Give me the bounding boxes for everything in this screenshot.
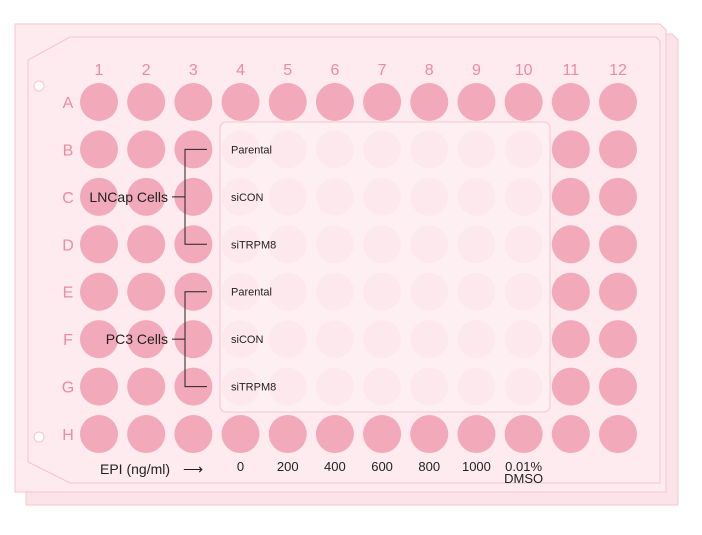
well-B1 <box>80 130 118 169</box>
row-label: G <box>62 380 74 397</box>
column-label: 3 <box>189 62 198 79</box>
row-label: B <box>63 142 74 159</box>
condition-label: siTRPM8 <box>231 239 276 251</box>
row-label: C <box>62 190 74 207</box>
well-F11 <box>551 320 590 359</box>
column-labels: 1 2 3 4 5 6 7 8 9 10 11 12 <box>95 62 627 79</box>
condition-labels: Parental siCON siTRPM8 Parental siCON siTRPM8 <box>231 144 276 393</box>
well-B11 <box>551 130 590 169</box>
well-C1 <box>80 177 118 216</box>
well-H9 <box>457 415 496 454</box>
well-G12 <box>598 367 637 406</box>
dose-label: 400 <box>324 459 346 474</box>
well-A10 <box>504 83 543 121</box>
dose-label: 0.01% DMSO <box>504 459 543 486</box>
well-A1 <box>80 83 118 121</box>
well-A2 <box>127 83 166 121</box>
well-H4 <box>221 415 260 454</box>
treatment-region-overlay <box>219 121 551 413</box>
row-label: D <box>62 237 74 254</box>
circle-icon <box>33 80 45 92</box>
well-F2 <box>127 320 166 359</box>
well-D12 <box>598 225 637 264</box>
well-F1 <box>80 320 118 359</box>
plate-inner-frame <box>27 36 661 484</box>
row-label: F <box>63 332 73 349</box>
column-label: 9 <box>472 62 481 79</box>
well-E11 <box>551 272 590 311</box>
group-label: LNCap Cells <box>89 189 168 205</box>
well-E1 <box>80 272 118 311</box>
column-label: 7 <box>378 62 387 79</box>
well-E12 <box>598 272 637 311</box>
well-C11 <box>551 177 590 216</box>
condition-label: siCON <box>231 334 263 346</box>
dose-label: 1000 <box>462 459 491 474</box>
circle-icon <box>33 431 45 443</box>
well-A6 <box>315 83 354 121</box>
well-A7 <box>363 83 402 121</box>
well-A9 <box>457 83 496 121</box>
well-F12 <box>598 320 637 359</box>
well-G1 <box>80 367 118 406</box>
well-B2 <box>127 130 166 169</box>
condition-label: siCON <box>231 192 263 204</box>
arrow-right-icon: ⟶ <box>183 461 203 477</box>
well-H7 <box>363 415 402 454</box>
column-label: 5 <box>283 62 292 79</box>
column-label: 4 <box>236 62 245 79</box>
well-E2 <box>127 272 166 311</box>
well-C12 <box>598 177 637 216</box>
well-C3 <box>174 177 213 216</box>
well-A12 <box>598 83 637 121</box>
column-label: 1 <box>95 62 104 79</box>
well-B12 <box>598 130 637 169</box>
dose-label: 0 <box>237 459 244 474</box>
well-H10 <box>504 415 543 454</box>
row-label: A <box>63 95 74 112</box>
column-label: 6 <box>330 62 339 79</box>
column-label: 2 <box>142 62 151 79</box>
condition-label: Parental <box>231 287 272 299</box>
well-A8 <box>410 83 449 121</box>
column-label: 11 <box>562 62 579 79</box>
well-H3 <box>174 415 213 454</box>
well-H1 <box>80 415 118 454</box>
well-G2 <box>127 367 166 406</box>
well-D1 <box>80 225 118 264</box>
condition-label: Parental <box>231 144 272 156</box>
well-H6 <box>315 415 354 454</box>
well-A11 <box>551 83 590 121</box>
well-H11 <box>551 415 590 454</box>
dose-label: 800 <box>418 459 440 474</box>
dose-label: 600 <box>371 459 393 474</box>
well-F3 <box>174 320 213 359</box>
group-label: PC3 Cells <box>106 331 168 347</box>
well-D11 <box>551 225 590 264</box>
row-label: H <box>62 427 74 444</box>
row-labels: A B C D E F G H <box>62 95 74 444</box>
well-G11 <box>551 367 590 406</box>
dose-labels: EPI (ng/ml) ⟶ 0 200 400 600 800 1000 0.01% DMSO <box>100 459 543 486</box>
group-labels: LNCap Cells PC3 Cells <box>89 148 207 388</box>
well-H2 <box>127 415 166 454</box>
dose-label: 200 <box>277 459 299 474</box>
well-C2 <box>127 177 166 216</box>
epi-axis-label: EPI (ng/ml) <box>100 461 170 477</box>
condition-label: siTRPM8 <box>231 382 276 394</box>
column-label: 10 <box>515 62 533 79</box>
well-H5 <box>268 415 307 454</box>
well-A5 <box>268 83 307 121</box>
row-label: E <box>63 285 74 302</box>
column-label: 12 <box>609 62 627 79</box>
well-H8 <box>410 415 449 454</box>
well-A3 <box>174 83 213 121</box>
column-label: 8 <box>425 62 434 79</box>
well-H12 <box>598 415 637 454</box>
well-D2 <box>127 225 166 264</box>
well-A4 <box>221 83 260 121</box>
